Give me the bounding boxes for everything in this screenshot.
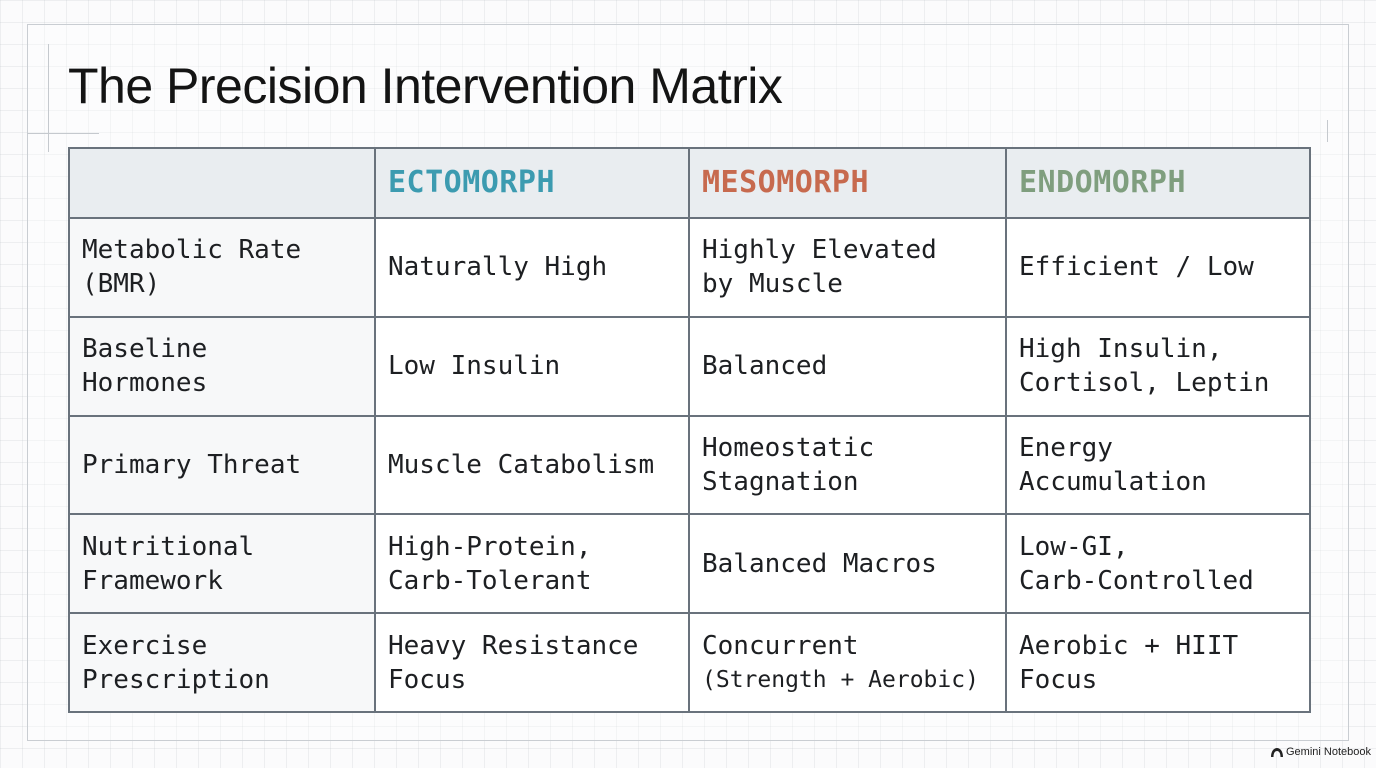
cell-line: Homeostatic [702,432,875,463]
cell-line: Cortisol, Leptin [1019,368,1270,399]
header-cell-endomorph: ENDOMORPH [1005,147,1311,219]
row-header-cell: Baseline Hormones [68,315,376,417]
cell-line: Framework [82,565,223,596]
cell-line: Energy [1019,432,1113,463]
mesomorph-cell: Balanced [688,315,1007,417]
cell-line: Prescription [82,664,270,695]
cell-line: Low-GI, [1019,531,1129,562]
notebook-logo-icon [1271,747,1283,757]
cell-line: Hormones [82,368,208,399]
cell-line: Concurrent [702,630,859,661]
cell-line: Primary Threat [82,449,302,480]
table-row: Nutritional Framework High-Protein, Carb-T… [68,513,1311,615]
cell-line: (BMR) [82,269,161,300]
right-edge-tick [1327,120,1328,142]
intervention-matrix-table: ECTOMORPH MESOMORPH ENDOMORPH Metabolic … [68,147,1311,713]
table-row: Primary Threat Muscle Catabolism Homeost… [68,414,1311,516]
endomorph-cell: Energy Accumulation [1005,414,1311,516]
cell-line: Accumulation [1019,466,1207,497]
corner-tick-horizontal [27,133,99,134]
cell-line: Carb-Tolerant [388,565,592,596]
ectomorph-cell: Low Insulin [374,315,690,417]
cell-line: Aerobic + HIIT [1019,630,1239,661]
corner-tick-vertical [48,44,49,152]
cell-line: by Muscle [702,269,843,300]
mesomorph-cell: Concurrent (Strength + Aerobic) [688,612,1007,713]
endomorph-cell: Aerobic + HIIT Focus [1005,612,1311,713]
cell-line: Baseline [82,334,208,365]
ectomorph-cell: Muscle Catabolism [374,414,690,516]
endomorph-cell: Low-GI, Carb-Controlled [1005,513,1311,615]
endomorph-cell: Efficient / Low [1005,217,1311,318]
table-row: Baseline Hormones Low Insulin Balanced Hi… [68,315,1311,417]
row-header-cell: Metabolic Rate (BMR) [68,217,376,318]
cell-line: Nutritional [82,531,255,562]
row-header-cell: Primary Threat [68,414,376,516]
cell-line: High-Protein, [388,531,592,562]
table-row: Metabolic Rate (BMR) Naturally High Highl… [68,217,1311,318]
row-header-cell: Exercise Prescription [68,612,376,713]
cell-line: High Insulin, [1019,334,1223,365]
cell-line: Metabolic Rate [82,235,302,266]
cell-line: Muscle Catabolism [388,449,655,480]
header-cell-ectomorph: ECTOMORPH [374,147,690,219]
cell-line: Highly Elevated [702,235,937,266]
mesomorph-cell: Balanced Macros [688,513,1007,615]
table-row: Exercise Prescription Heavy Resistance Foc… [68,612,1311,713]
cell-line: Balanced Macros [702,548,937,579]
header-row: ECTOMORPH MESOMORPH ENDOMORPH [68,147,1311,219]
cell-line-sub: (Strength + Aerobic) [702,666,979,693]
cell-line: Efficient / Low [1019,252,1254,283]
header-cell-mesomorph: MESOMORPH [688,147,1007,219]
cell-line: Exercise [82,630,208,661]
page-title: The Precision Intervention Matrix [68,58,783,114]
cell-line: Heavy Resistance [388,630,639,661]
cell-line: Focus [1019,664,1098,695]
watermark-text: Gemini Notebook [1286,746,1371,758]
header-cell-empty [68,147,376,219]
ectomorph-cell: High-Protein, Carb-Tolerant [374,513,690,615]
endomorph-cell: High Insulin, Cortisol, Leptin [1005,315,1311,417]
mesomorph-cell: Homeostatic Stagnation [688,414,1007,516]
mesomorph-cell: Highly Elevated by Muscle [688,217,1007,318]
watermark: Gemini Notebook [1271,746,1371,758]
cell-line: Naturally High [388,252,608,283]
row-header-cell: Nutritional Framework [68,513,376,615]
cell-line: Stagnation [702,466,859,497]
cell-line: Carb-Controlled [1019,565,1254,596]
cell-line: Low Insulin [388,351,561,382]
ectomorph-cell: Naturally High [374,217,690,318]
cell-line: Balanced [702,351,828,382]
cell-line: Focus [388,664,467,695]
ectomorph-cell: Heavy Resistance Focus [374,612,690,713]
